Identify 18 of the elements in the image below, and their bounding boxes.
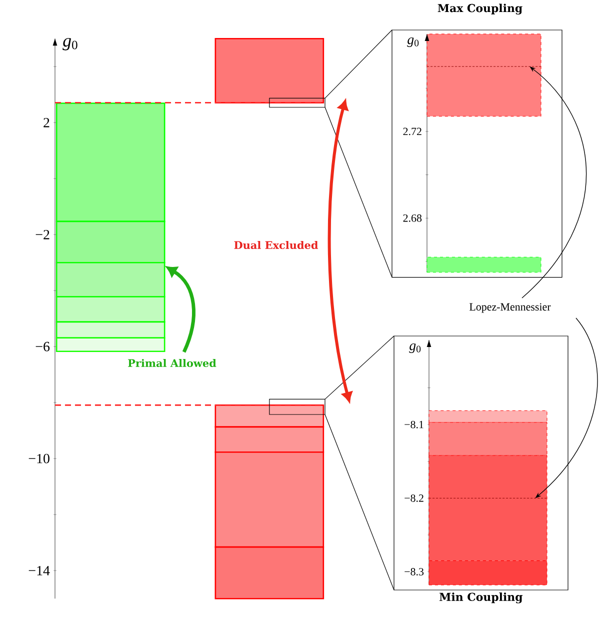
text: Min Coupling (440, 592, 523, 604)
y-tick-label: −8.2 (404, 494, 424, 502)
y-tick-label: −10 (28, 454, 50, 464)
y-axis-title: g$_{0}$ (62, 38, 78, 50)
y-axis-title: g$_{0}$ (409, 344, 421, 354)
annotation: Primal Allowed (128, 358, 216, 368)
y-tick-label: −8.1 (404, 420, 424, 428)
y-tick-label: 2.72 (403, 128, 422, 136)
y-tick-label: 2 (44, 118, 50, 128)
y-axis-title: g$_{0}$ (407, 38, 419, 48)
ref-line-label: Lopez-Mennessier (470, 303, 551, 313)
chart-title: Max Coupling (438, 4, 522, 14)
y-tick-label: 2.68 (403, 214, 422, 222)
y-tick-label: −2 (36, 230, 50, 240)
y-tick-label: −6 (36, 342, 50, 352)
y-tick-label: −14 (28, 566, 50, 576)
annotation: Dual Excluded (234, 240, 318, 250)
y-tick-label: −8.3 (404, 568, 424, 576)
